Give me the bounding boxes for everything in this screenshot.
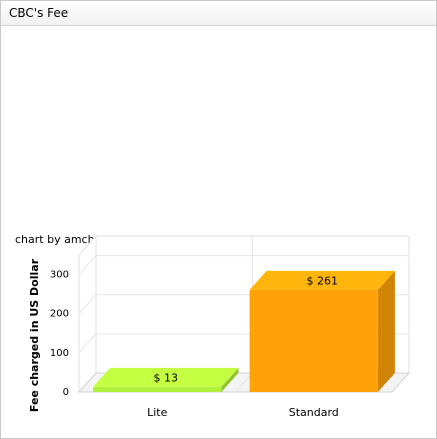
bar <box>249 289 378 392</box>
y-tick-label: 0 <box>63 387 69 398</box>
y-tick-label: 300 <box>50 270 69 281</box>
data-label: $ 261 <box>307 274 339 287</box>
x-tick-label: Lite <box>147 406 167 419</box>
x-tick-label: Standard <box>289 406 339 419</box>
bar <box>93 386 222 392</box>
data-label: $ 13 <box>154 371 179 384</box>
panel-header: CBC's Fee <box>1 1 436 26</box>
bar-side <box>377 270 395 392</box>
gridline <box>78 255 409 275</box>
bar-top <box>93 367 239 387</box>
y-tick-label: 100 <box>50 348 69 359</box>
y-axis-title: Fee charged in US Dollar <box>28 258 41 412</box>
panel-title: CBC's Fee <box>9 6 69 20</box>
plot-left-wall <box>78 234 97 394</box>
bar-top <box>249 270 395 290</box>
y-tick-label: 200 <box>50 309 69 320</box>
bar-side <box>221 367 239 392</box>
